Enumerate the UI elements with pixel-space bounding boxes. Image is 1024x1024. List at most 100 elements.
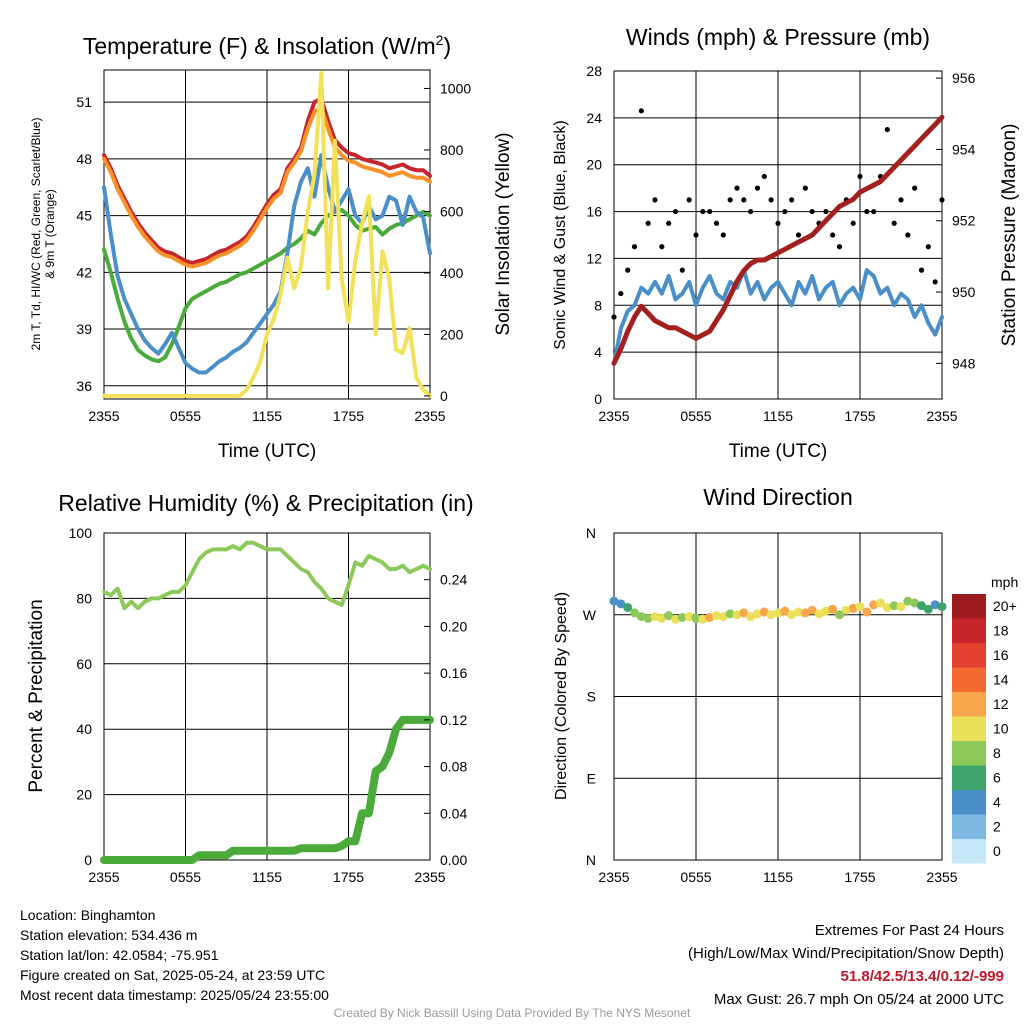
temperature-ylabel-left-1: 2m T, Td, HI/WC (Red, Green, Scarlet/Blu…: [29, 118, 43, 351]
gust-point: [871, 208, 877, 215]
max-gust: Max Gust: 26.7 mph On 05/24 at 2000 UTC: [713, 991, 1004, 1008]
y-tick-label-right: 400: [440, 265, 464, 281]
winds-title: Winds (mph) & Pressure (mb): [626, 24, 930, 50]
legend-label: 2: [993, 819, 1001, 835]
series-line-rh: [102, 540, 432, 611]
direction-point: [643, 613, 653, 623]
y-tick-label: N: [586, 852, 596, 868]
direction-point: [759, 607, 769, 617]
station-elevation: Station elevation: 534.436 m: [20, 927, 198, 943]
y-tick-label-left: 20: [76, 787, 92, 803]
direction-point: [705, 612, 715, 622]
y-tick-label-left: 51: [76, 94, 92, 110]
x-tick-label: 2355: [926, 869, 957, 885]
y-tick-label-right: 0.00: [440, 852, 467, 868]
y-tick-label-left: 0: [594, 391, 602, 407]
gust-point: [761, 173, 767, 180]
y-tick-label-right: 950: [952, 284, 976, 300]
y-tick-label-right: 0.12: [440, 712, 467, 728]
direction-point: [814, 609, 824, 619]
gust-point: [707, 208, 713, 215]
y-tick-label-left: 8: [594, 297, 602, 313]
humidity-panel: Relative Humidity (%) & Precipitation (i…: [26, 490, 474, 885]
gust-point: [823, 208, 829, 215]
x-tick-label: 1155: [252, 408, 282, 424]
gust-point: [631, 244, 638, 250]
gust-point: [891, 220, 897, 226]
x-tick-label: 0555: [680, 408, 711, 424]
y-tick-label-right: 954: [952, 141, 976, 157]
y-tick-label-left: 80: [76, 590, 92, 606]
direction-point: [725, 609, 735, 619]
gust-point: [625, 267, 631, 273]
direction-point: [876, 598, 885, 608]
wind-direction-series: [609, 596, 947, 624]
y-tick-label-left: 42: [76, 264, 92, 280]
direction-point: [636, 612, 646, 622]
y-tick-label-right: 0.08: [440, 759, 467, 775]
x-tick-label: 2355: [598, 869, 629, 885]
gust-point: [720, 232, 726, 238]
direction-point: [664, 611, 674, 621]
direction-point: [677, 612, 687, 622]
legend-swatch: [952, 618, 986, 643]
gust-point: [905, 232, 911, 238]
gust-point: [659, 244, 665, 250]
gust-point: [898, 197, 904, 203]
y-tick-label-left: 100: [69, 525, 93, 541]
direction-point: [712, 611, 721, 621]
direction-point: [835, 610, 844, 620]
gust-point: [693, 232, 699, 238]
station-location: Location: Binghamton: [20, 907, 156, 923]
y-tick-label-left: 45: [76, 208, 92, 224]
direction-point: [821, 606, 831, 616]
gust-point: [652, 197, 658, 203]
gust-point: [700, 208, 706, 215]
direction-point: [917, 601, 926, 611]
y-tick-label-right: 1000: [440, 80, 471, 96]
x-tick-label: 2355: [414, 869, 445, 885]
legend-swatch: [952, 643, 986, 668]
gust-point: [850, 220, 856, 226]
direction-point: [923, 604, 933, 614]
x-tick-label: 2355: [598, 408, 629, 424]
x-tick-label: 2355: [414, 408, 445, 424]
temperature-xlabel: Time (UTC): [218, 441, 317, 462]
y-tick-label-right: 0: [440, 388, 448, 404]
meteogram-figure: Temperature (F) & Insolation (W/m2) 2355…: [26, 24, 1020, 885]
temperature-series: [102, 71, 432, 398]
gust-point: [912, 185, 918, 191]
temperature-panel: Temperature (F) & Insolation (W/m2) 2355…: [29, 32, 514, 462]
gust-point: [727, 197, 733, 203]
direction-point: [828, 604, 838, 614]
y-tick-label-left: 4: [594, 344, 602, 360]
direction-point: [862, 607, 872, 617]
gust-point: [884, 126, 890, 133]
direction-point: [930, 600, 940, 610]
direction-point: [616, 599, 626, 609]
gust-point: [925, 244, 931, 250]
direction-point: [841, 605, 851, 615]
direction-point: [910, 598, 920, 608]
y-tick-label-left: 60: [76, 656, 92, 672]
legend-label: 4: [993, 794, 1001, 810]
gust-point: [748, 208, 754, 215]
figure-created: Figure created on Sat, 2025-05-24, at 23…: [20, 967, 326, 983]
humidity-title: Relative Humidity (%) & Precipitation (i…: [58, 490, 473, 516]
y-tick-label-left: 28: [586, 63, 602, 79]
gust-point: [768, 197, 774, 203]
x-tick-label: 2355: [88, 869, 119, 885]
extremes-heading: Extremes For Past 24 Hours: [814, 922, 1004, 939]
direction-point: [766, 610, 776, 620]
winds-ylabel-right: Station Pressure (Maroon): [999, 124, 1020, 347]
gust-point: [939, 197, 945, 203]
gust-point: [618, 290, 624, 297]
y-tick-label-right: 952: [952, 213, 976, 229]
gust-point: [754, 185, 761, 191]
x-tick-label: 1755: [333, 869, 364, 885]
y-tick-label-left: 16: [586, 204, 602, 220]
direction-point: [882, 602, 892, 612]
gust-point: [672, 208, 679, 215]
y-tick-label-right: 0.04: [440, 805, 467, 821]
y-tick-label-left: 48: [76, 151, 92, 167]
